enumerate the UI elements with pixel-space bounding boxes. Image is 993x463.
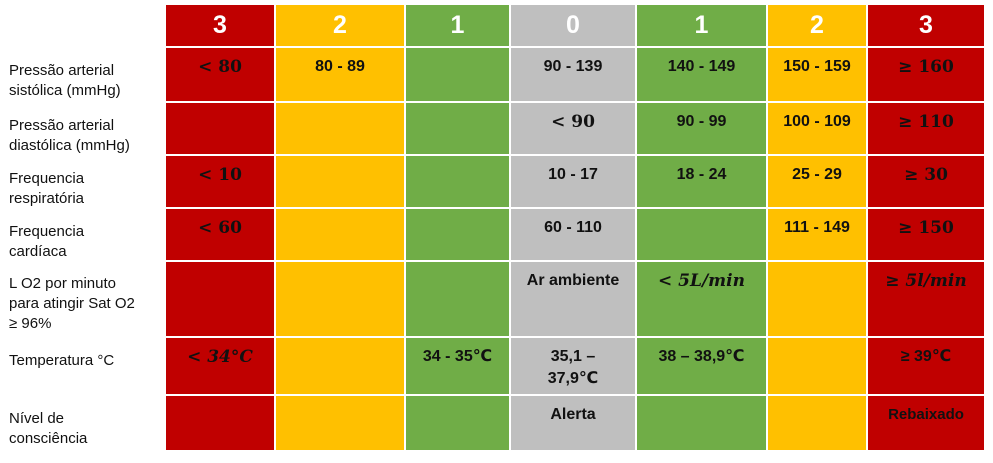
header-row: 3 2 1 0 1 2 3 <box>166 5 986 48</box>
label-line: Frequencia <box>9 223 85 240</box>
table-cell: < 90 <box>511 103 637 156</box>
table-row: < 34°C 34 - 35℃ 35,1 – 37,9℃ 38 – 38,9℃ … <box>166 338 986 396</box>
table-cell: < 80 <box>166 48 276 103</box>
table-cell: 10 - 17 <box>511 156 637 209</box>
table-cell: 25 - 29 <box>768 156 868 209</box>
row-label-oxygen: L O2 por minuto para atingir Sat O2 ≥ 96… <box>9 274 135 334</box>
row-label-diastolic: Pressão arterial diastólica (mmHg) <box>9 116 130 156</box>
cell-line: 37,9℃ <box>547 370 599 387</box>
row-label-temperature: Temperatura °C <box>9 351 114 371</box>
table-cell: ≥ 39℃ <box>868 338 986 396</box>
table-cell <box>276 103 406 156</box>
label-line: diastólica (mmHg) <box>9 137 130 154</box>
table-cell: ≥ 110 <box>868 103 986 156</box>
table-cell <box>768 396 868 452</box>
table-cell: 90 - 99 <box>637 103 768 156</box>
table-cell: Rebaixado <box>868 396 986 452</box>
table-cell <box>276 338 406 396</box>
label-line: Temperatura °C <box>9 352 115 369</box>
table-row: Ar ambiente < 5L/min ≥ 5l/min <box>166 262 986 338</box>
table-cell: 34 - 35℃ <box>406 338 511 396</box>
table-cell: < 5L/min <box>637 262 768 338</box>
label-line: cardíaca <box>9 243 67 260</box>
news-score-table: 3 2 1 0 1 2 3 < 80 80 - 89 90 - 139 140 … <box>166 5 986 452</box>
score-header: 1 <box>406 5 511 48</box>
row-label-respiratory: Frequencia respiratória <box>9 169 84 209</box>
table-cell <box>166 262 276 338</box>
table-cell: 90 - 139 <box>511 48 637 103</box>
score-header: 3 <box>166 5 276 48</box>
label-line: respiratória <box>9 190 85 207</box>
row-label-heart: Frequencia cardíaca <box>9 222 84 262</box>
table-cell <box>637 209 768 262</box>
table-cell <box>637 396 768 452</box>
table-cell: 111 - 149 <box>768 209 868 262</box>
cell-line: 35,1 – <box>550 348 596 365</box>
label-line: sistólica (mmHg) <box>9 82 121 99</box>
table-cell <box>406 396 511 452</box>
label-line: Pressão arterial <box>9 117 115 134</box>
table-cell: < 10 <box>166 156 276 209</box>
label-line: L O2 por minuto <box>9 275 116 292</box>
table-cell: ≥ 30 <box>868 156 986 209</box>
table-cell <box>166 396 276 452</box>
table-cell: 38 – 38,9℃ <box>637 338 768 396</box>
table-cell <box>276 396 406 452</box>
table-cell <box>276 156 406 209</box>
table-cell: < 34°C <box>166 338 276 396</box>
table-cell: 80 - 89 <box>276 48 406 103</box>
table-cell <box>406 209 511 262</box>
score-header: 2 <box>276 5 406 48</box>
table-cell: Ar ambiente <box>511 262 637 338</box>
score-header: 0 <box>511 5 637 48</box>
table-cell: 35,1 – 37,9℃ <box>511 338 637 396</box>
score-header: 3 <box>868 5 986 48</box>
label-line: para atingir Sat O2 <box>9 295 135 312</box>
table-cell <box>276 209 406 262</box>
table-row: < 90 90 - 99 100 - 109 ≥ 110 <box>166 103 986 156</box>
table-cell: ≥ 150 <box>868 209 986 262</box>
table-cell <box>406 103 511 156</box>
table-cell: ≥ 5l/min <box>868 262 986 338</box>
table-cell: 60 - 110 <box>511 209 637 262</box>
table-cell: 100 - 109 <box>768 103 868 156</box>
table-cell <box>406 156 511 209</box>
table-cell <box>166 103 276 156</box>
table-row: < 60 60 - 110 111 - 149 ≥ 150 <box>166 209 986 262</box>
label-line: Nível de <box>9 410 65 427</box>
table-cell <box>768 338 868 396</box>
table-row: Alerta Rebaixado <box>166 396 986 452</box>
table-cell <box>406 48 511 103</box>
table-cell: Alerta <box>511 396 637 452</box>
table-cell <box>276 262 406 338</box>
label-line: consciência <box>9 430 88 447</box>
label-line: Pressão arterial <box>9 62 115 79</box>
label-line: Frequencia <box>9 170 85 187</box>
score-header: 2 <box>768 5 868 48</box>
label-line: ≥ 96% <box>9 315 52 332</box>
table-cell: ≥ 160 <box>868 48 986 103</box>
table-cell <box>768 262 868 338</box>
table-cell: < 60 <box>166 209 276 262</box>
table-cell <box>406 262 511 338</box>
score-header: 1 <box>637 5 768 48</box>
table-row: < 80 80 - 89 90 - 139 140 - 149 150 - 15… <box>166 48 986 103</box>
table-cell: 140 - 149 <box>637 48 768 103</box>
table-row: < 10 10 - 17 18 - 24 25 - 29 ≥ 30 <box>166 156 986 209</box>
row-label-consciousness: Nível de consciência <box>9 409 87 449</box>
table-cell: 150 - 159 <box>768 48 868 103</box>
table-cell: 18 - 24 <box>637 156 768 209</box>
row-label-systolic: Pressão arterial sistólica (mmHg) <box>9 61 121 101</box>
